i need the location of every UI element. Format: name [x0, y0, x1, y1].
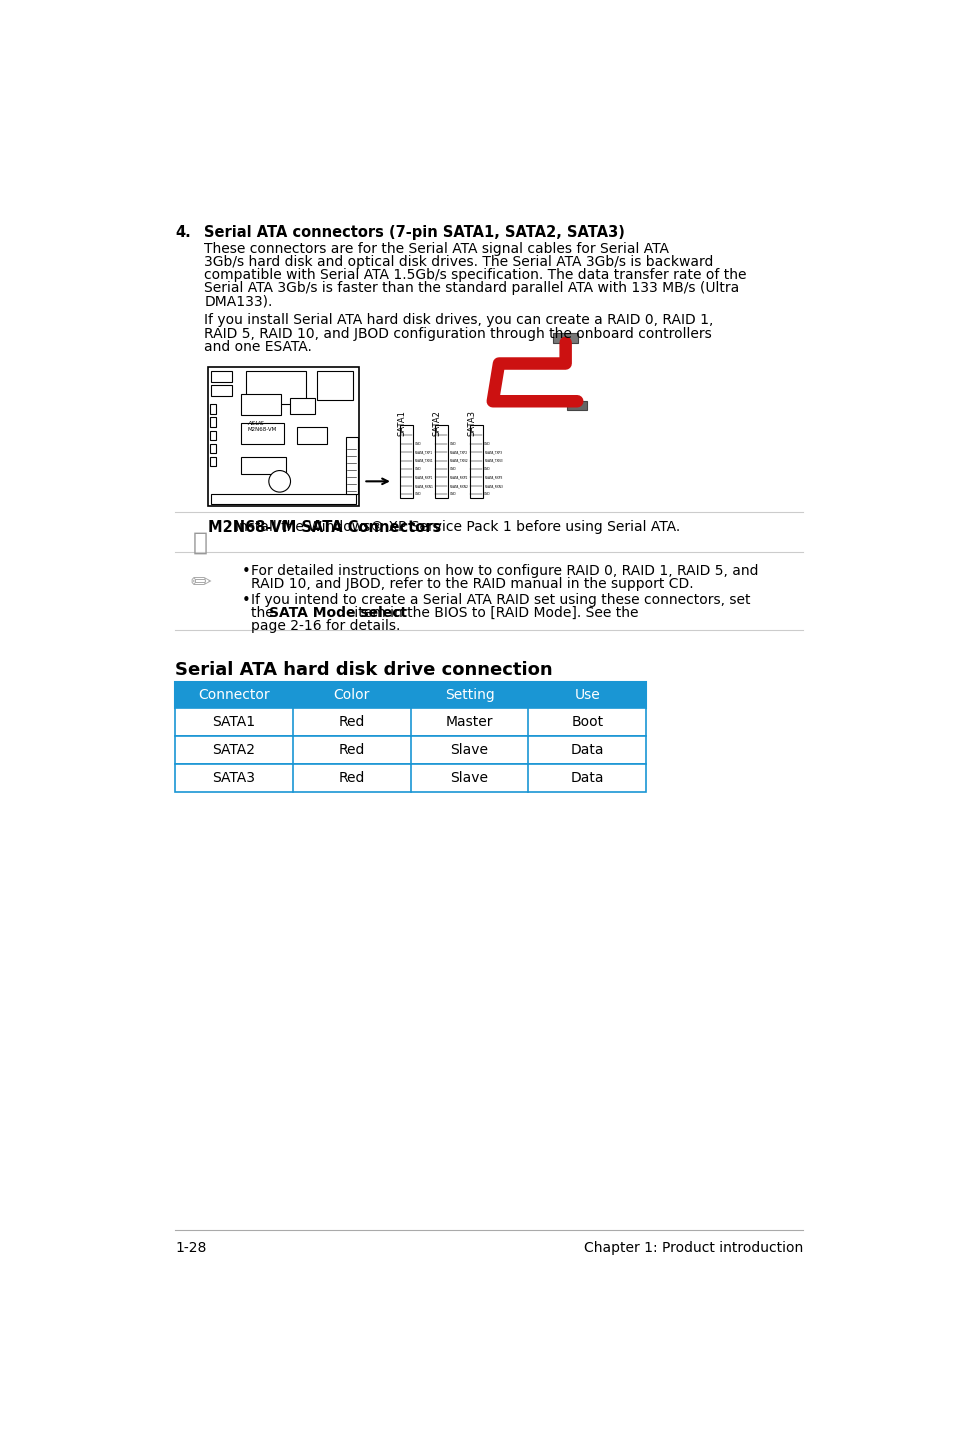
Text: For detailed instructions on how to configure RAID 0, RAID 1, RAID 5, and: For detailed instructions on how to conf…	[251, 564, 758, 578]
Bar	[469, 426, 482, 499]
Text: Chapter 1: Product introduction: Chapter 1: Product introduction	[583, 1241, 802, 1255]
Bar	[210, 404, 216, 414]
Text: If you intend to create a Serial ATA RAID set using these connectors, set: If you intend to create a Serial ATA RAI…	[251, 592, 750, 607]
Text: ✋: ✋	[193, 531, 208, 555]
Text: Master: Master	[445, 715, 493, 729]
Text: RSATA_RXP1: RSATA_RXP1	[415, 476, 433, 479]
Text: SATA3: SATA3	[467, 410, 476, 436]
Text: If you install Serial ATA hard disk drives, you can create a RAID 0, RAID 1,: If you install Serial ATA hard disk driv…	[204, 313, 713, 328]
Bar	[174, 709, 645, 736]
Text: SATA1: SATA1	[397, 410, 406, 436]
Text: DMA133).: DMA133).	[204, 295, 273, 308]
Text: RAID 5, RAID 10, and JBOD configuration through the onboard controllers: RAID 5, RAID 10, and JBOD configuration …	[204, 326, 712, 341]
Text: RSATA_RXP3: RSATA_RXP3	[484, 476, 502, 479]
Text: M2N68-VM SATA Connectors: M2N68-VM SATA Connectors	[208, 519, 441, 535]
Text: SATA2: SATA2	[213, 743, 255, 756]
Text: GND: GND	[449, 441, 456, 446]
Bar	[241, 423, 283, 444]
Bar	[212, 495, 356, 505]
Bar	[211, 371, 233, 383]
Text: Setting: Setting	[444, 689, 494, 702]
Text: Red: Red	[338, 771, 365, 785]
Bar	[174, 764, 645, 792]
Text: Connector: Connector	[198, 689, 270, 702]
Text: GND: GND	[484, 492, 491, 496]
Text: RSATA_RXP2: RSATA_RXP2	[449, 476, 467, 479]
Text: RSATA_RXN2: RSATA_RXN2	[449, 485, 468, 487]
Bar	[245, 371, 306, 404]
Text: Slave: Slave	[450, 743, 488, 756]
Text: These connectors are for the Serial ATA signal cables for Serial ATA: These connectors are for the Serial ATA …	[204, 242, 669, 256]
Text: Use: Use	[574, 689, 599, 702]
Text: M2N68-VM: M2N68-VM	[247, 427, 276, 433]
Text: ASUS: ASUS	[247, 421, 264, 426]
Text: RSATA_TXN3: RSATA_TXN3	[484, 459, 502, 463]
Text: RAID 10, and JBOD, refer to the RAID manual in the support CD.: RAID 10, and JBOD, refer to the RAID man…	[251, 577, 693, 591]
Bar	[211, 385, 233, 395]
Bar	[346, 437, 357, 495]
Bar	[399, 426, 413, 499]
Text: 4.: 4.	[174, 224, 191, 240]
Text: RSATA_TXN1: RSATA_TXN1	[415, 459, 433, 463]
Text: Install the Windows® XP Service Pack 1 before using Serial ATA.: Install the Windows® XP Service Pack 1 b…	[235, 519, 680, 533]
Text: compatible with Serial ATA 1.5Gb/s specification. The data transfer rate of the: compatible with Serial ATA 1.5Gb/s speci…	[204, 267, 746, 282]
Circle shape	[269, 470, 291, 492]
Bar	[567, 401, 587, 410]
Text: RSATA_TXP2: RSATA_TXP2	[449, 450, 467, 454]
Text: GND: GND	[484, 441, 491, 446]
Text: GND: GND	[484, 467, 491, 472]
Text: Red: Red	[338, 743, 365, 756]
Text: 1-28: 1-28	[174, 1241, 206, 1255]
Text: Serial ATA hard disk drive connection: Serial ATA hard disk drive connection	[174, 660, 552, 679]
Bar	[174, 736, 645, 764]
Text: the: the	[251, 605, 278, 620]
Bar	[241, 394, 281, 416]
Text: Red: Red	[338, 715, 365, 729]
Bar	[553, 334, 578, 342]
Bar	[435, 426, 447, 499]
Text: Data: Data	[570, 771, 603, 785]
Text: RSATA_TXN2: RSATA_TXN2	[449, 459, 468, 463]
Text: Serial ATA 3Gb/s is faster than the standard parallel ATA with 133 MB/s (Ultra: Serial ATA 3Gb/s is faster than the stan…	[204, 282, 739, 295]
Text: GND: GND	[415, 467, 421, 472]
Text: SATA2: SATA2	[432, 410, 441, 436]
Bar	[210, 417, 216, 427]
Text: RSATA_TXP3: RSATA_TXP3	[484, 450, 502, 454]
Bar	[210, 443, 216, 453]
Text: Data: Data	[570, 743, 603, 756]
Bar	[210, 457, 216, 466]
Bar	[210, 430, 216, 440]
Text: RSATA_TXP1: RSATA_TXP1	[415, 450, 433, 454]
Text: SATA3: SATA3	[213, 771, 255, 785]
Text: GND: GND	[415, 441, 421, 446]
Bar	[290, 398, 314, 414]
Text: SATA1: SATA1	[213, 715, 255, 729]
Text: and one ESATA.: and one ESATA.	[204, 339, 312, 354]
Text: Color: Color	[334, 689, 370, 702]
Text: Serial ATA connectors (7-pin SATA1, SATA2, SATA3): Serial ATA connectors (7-pin SATA1, SATA…	[204, 224, 625, 240]
Bar	[208, 367, 359, 506]
Text: Slave: Slave	[450, 771, 488, 785]
Bar	[297, 427, 327, 444]
Bar	[316, 371, 353, 400]
Text: ✏: ✏	[190, 571, 211, 595]
Text: RSATA_RXN3: RSATA_RXN3	[484, 485, 502, 487]
Text: 3Gb/s hard disk and optical disk drives. The Serial ATA 3Gb/s is backward: 3Gb/s hard disk and optical disk drives.…	[204, 255, 713, 269]
Text: RSATA_RXN1: RSATA_RXN1	[415, 485, 433, 487]
Text: GND: GND	[449, 492, 456, 496]
Text: Boot: Boot	[571, 715, 603, 729]
Text: •: •	[241, 564, 251, 578]
Bar	[241, 457, 286, 473]
Text: item in the BIOS to [RAID Mode]. See the: item in the BIOS to [RAID Mode]. See the	[350, 605, 638, 620]
Bar	[174, 682, 645, 709]
Text: •: •	[241, 592, 251, 608]
Text: GND: GND	[449, 467, 456, 472]
Text: SATA Mode select: SATA Mode select	[269, 605, 407, 620]
Text: GND: GND	[415, 492, 421, 496]
Text: page 2-16 for details.: page 2-16 for details.	[251, 620, 400, 633]
